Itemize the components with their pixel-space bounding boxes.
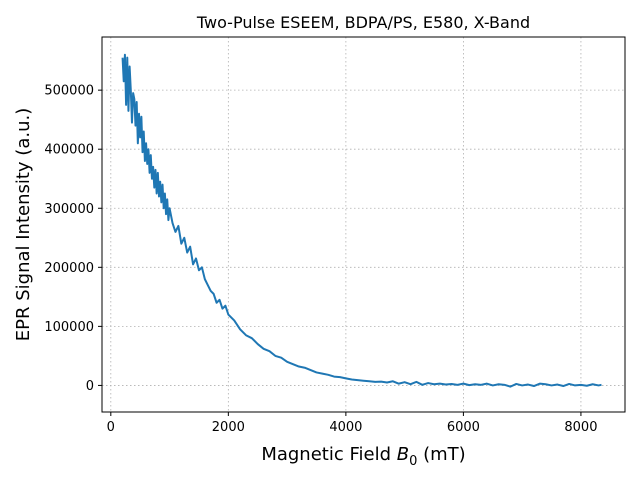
x-tick-label: 4000 [329,420,362,435]
y-tick-label: 200000 [44,261,94,276]
series-layer [121,53,602,388]
series-line [121,53,602,388]
y-tick-label: 100000 [44,320,94,335]
x-tick-label: 8000 [564,420,597,435]
x-tick-label: 6000 [447,420,480,435]
y-tick-label: 500000 [44,84,94,99]
y-tick-label: 0 [86,379,94,394]
x-axis-label-main: Magnetic Field [261,444,396,465]
x-axis-label-symbol: B [397,444,409,465]
x-axis-label-unit: (mT) [417,444,465,465]
ticks: 0 2000 4000 6000 8000 0 100000 200000 300000 4000… [44,84,597,435]
x-axis-label: Magnetic Field B0 (mT) [261,444,465,469]
y-axis-label: EPR Signal Intensity (a.u.) [13,108,34,341]
chart-title: Two-Pulse ESEEM, BDPA/PS, E580, X-Band [196,13,530,32]
grid [102,37,625,412]
x-tick-label: 2000 [212,420,245,435]
y-tick-label: 300000 [44,202,94,217]
x-axis-label-subscript: 0 [409,454,417,469]
plot-frame [101,36,626,413]
y-tick-label: 400000 [44,143,94,158]
x-tick-label: 0 [107,420,115,435]
